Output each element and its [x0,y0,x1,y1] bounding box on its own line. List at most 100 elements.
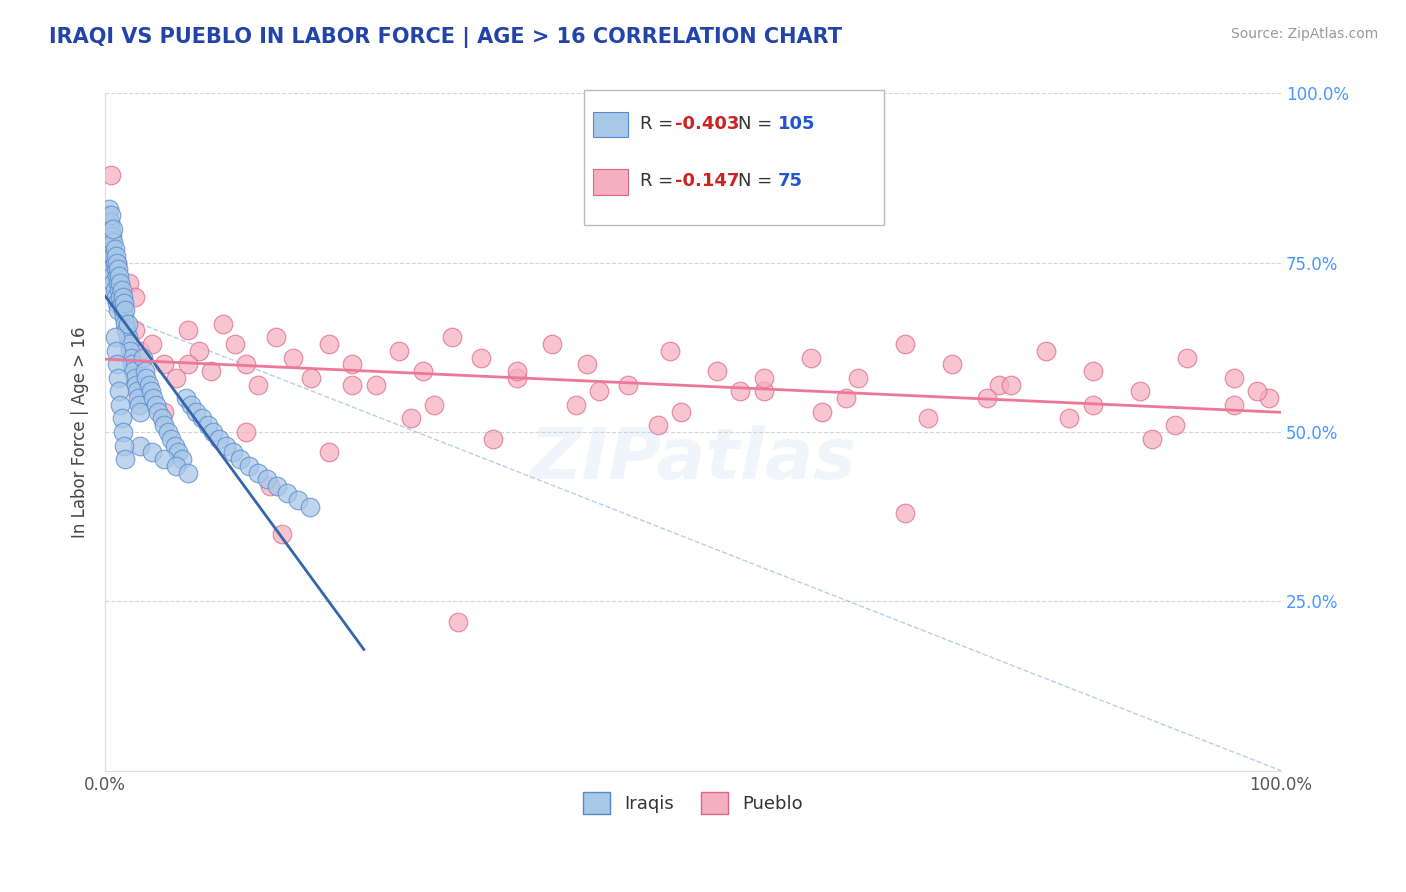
Point [658,343,681,358]
Point [1081,398,1104,412]
Point [364,377,387,392]
Point [103,222,125,236]
Point [127,391,149,405]
Point [97,228,120,243]
Point [146,405,169,419]
Point [153,452,176,467]
Point [104,330,127,344]
Point [103,249,125,263]
Point [752,371,775,385]
Point [576,357,599,371]
Point [104,255,127,269]
Point [125,377,148,392]
Point [120,351,142,365]
Point [129,343,152,358]
Point [118,276,141,290]
Point [235,357,257,371]
Point [247,466,270,480]
Point [617,377,640,392]
Point [107,371,129,385]
Point [215,439,238,453]
Point [706,364,728,378]
Text: N =: N = [738,172,778,190]
Y-axis label: In Labor Force | Age > 16: In Labor Force | Age > 16 [72,326,89,538]
Point [298,500,321,514]
Point [104,289,127,303]
Point [98,215,121,229]
Point [105,269,128,284]
Text: Source: ZipAtlas.com: Source: ZipAtlas.com [1230,27,1378,41]
Point [202,425,225,439]
Point [1129,384,1152,399]
Point [399,411,422,425]
Point [111,296,134,310]
Point [197,418,219,433]
Point [141,445,163,459]
Point [1246,384,1268,399]
Point [97,249,120,263]
Point [247,377,270,392]
Point [101,242,124,256]
Text: R =: R = [640,115,679,133]
Point [1223,398,1246,412]
Point [139,384,162,399]
Point [941,357,963,371]
Point [506,371,529,385]
Point [100,208,122,222]
Point [176,357,198,371]
Point [111,283,134,297]
Point [160,432,183,446]
Point [117,317,139,331]
Legend: Iraqis, Pueblo: Iraqis, Pueblo [574,782,813,822]
Point [117,330,139,344]
Point [412,364,434,378]
Point [423,398,446,412]
Point [752,384,775,399]
Point [153,405,176,419]
Point [112,296,135,310]
Point [163,439,186,453]
Point [259,479,281,493]
Point [238,458,260,473]
Point [134,364,156,378]
Point [111,289,134,303]
Point [124,371,146,385]
Text: 75: 75 [778,172,803,190]
Point [276,486,298,500]
Point [98,255,121,269]
Point [100,168,122,182]
FancyBboxPatch shape [583,90,883,226]
Point [299,371,322,385]
Text: R =: R = [640,172,679,190]
Point [141,337,163,351]
Point [340,377,363,392]
Point [96,222,118,236]
Point [188,343,211,358]
Point [167,445,190,459]
Point [846,371,869,385]
Point [893,337,915,351]
Point [124,323,146,337]
Point [287,492,309,507]
Point [98,242,121,256]
Point [270,526,292,541]
Point [107,262,129,277]
Point [105,255,128,269]
Point [235,425,257,439]
Point [125,384,148,399]
Point [110,398,132,412]
Point [138,377,160,392]
Point [129,439,152,453]
Point [264,330,287,344]
Point [176,323,198,337]
Point [447,615,470,629]
Point [1000,377,1022,392]
Point [100,262,122,277]
Point [1223,371,1246,385]
Point [1164,418,1187,433]
Point [893,506,915,520]
Point [107,303,129,318]
Text: 105: 105 [778,115,815,133]
Point [104,262,127,277]
Point [108,283,131,297]
